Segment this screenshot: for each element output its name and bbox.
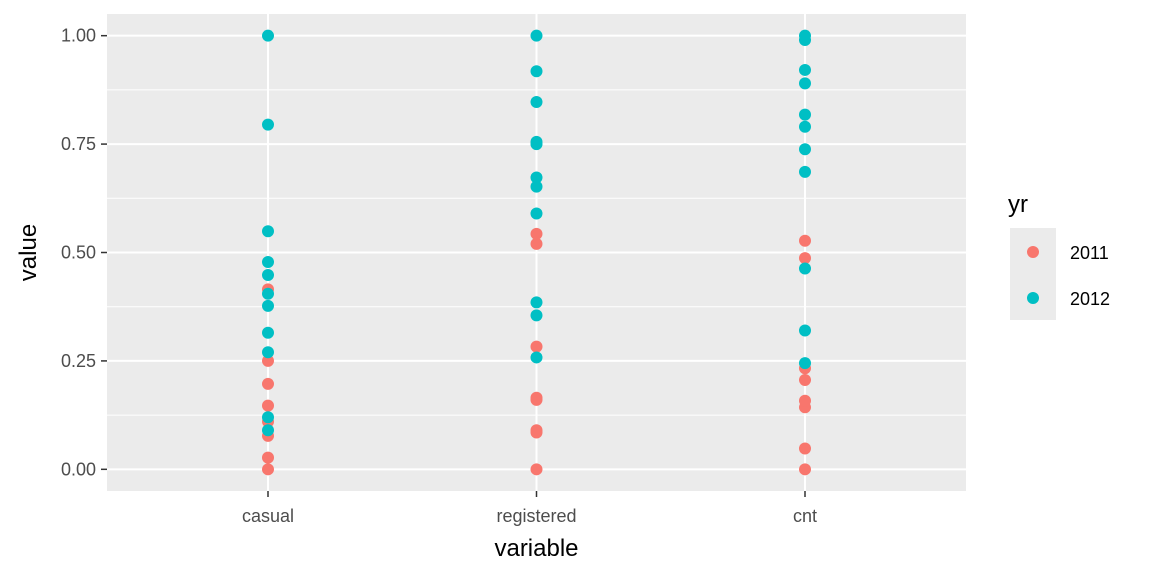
- data-point: [530, 309, 543, 322]
- data-point: [530, 135, 543, 148]
- data-point: [530, 391, 543, 404]
- x-axis-ticks: casual registered cnt: [242, 491, 817, 526]
- data-point: [799, 165, 811, 178]
- y-tick-label: 0.00: [61, 459, 96, 479]
- data-point: [799, 234, 811, 247]
- data-point: [799, 63, 811, 76]
- data-point: [262, 118, 274, 131]
- data-point: [262, 326, 274, 339]
- data-point: [262, 377, 274, 390]
- data-point: [530, 237, 543, 250]
- data-point: [799, 252, 811, 265]
- data-point: [262, 451, 274, 464]
- data-points: [262, 29, 811, 476]
- data-point: [262, 256, 274, 269]
- data-point: [262, 225, 274, 238]
- data-point: [262, 463, 274, 476]
- legend-key: [1027, 292, 1039, 304]
- data-point: [799, 77, 811, 90]
- legend-key: [1027, 246, 1039, 258]
- data-point: [262, 411, 274, 424]
- data-point: [530, 463, 543, 476]
- data-point: [262, 29, 274, 42]
- y-axis-ticks: 0.00 0.25 0.50 0.75 1.00: [61, 26, 107, 479]
- data-point: [799, 373, 811, 386]
- data-point: [530, 65, 543, 78]
- data-point: [262, 299, 274, 312]
- data-point: [799, 262, 811, 275]
- data-point: [799, 120, 811, 133]
- data-point: [530, 96, 543, 109]
- y-tick-label: 0.25: [61, 351, 96, 371]
- data-point: [262, 269, 274, 282]
- data-point: [799, 29, 811, 42]
- legend-label: 2011: [1070, 243, 1109, 263]
- x-tick-label: registered: [496, 506, 576, 526]
- data-point: [530, 340, 543, 353]
- legend-label: 2012: [1070, 289, 1110, 309]
- legend-items: 2011 2012: [1027, 243, 1110, 309]
- data-point: [799, 143, 811, 156]
- data-point: [530, 296, 543, 309]
- data-point: [799, 357, 811, 370]
- data-point: [530, 227, 543, 240]
- data-point: [530, 180, 543, 193]
- data-point: [530, 171, 543, 184]
- data-point: [262, 287, 274, 300]
- data-point: [530, 29, 543, 42]
- y-tick-label: 0.75: [61, 134, 96, 154]
- data-point: [799, 463, 811, 476]
- x-tick-label: casual: [242, 506, 294, 526]
- legend: yr 2011 2012: [1008, 191, 1110, 320]
- y-tick-label: 0.50: [61, 243, 96, 263]
- data-point: [530, 351, 543, 364]
- data-point: [799, 442, 811, 455]
- data-point: [530, 207, 543, 220]
- x-axis-title: variable: [494, 535, 578, 562]
- x-tick-label: cnt: [793, 506, 817, 526]
- data-point: [799, 324, 811, 337]
- y-axis-title: value: [15, 224, 42, 281]
- data-point: [262, 399, 274, 412]
- data-point: [530, 424, 543, 437]
- legend-title: yr: [1008, 191, 1028, 218]
- data-point: [262, 354, 274, 367]
- legend-key-background: [1010, 228, 1056, 320]
- data-point: [262, 424, 274, 437]
- y-tick-label: 1.00: [61, 26, 96, 46]
- data-point: [262, 346, 274, 359]
- data-point: [799, 108, 811, 121]
- data-point: [799, 394, 811, 407]
